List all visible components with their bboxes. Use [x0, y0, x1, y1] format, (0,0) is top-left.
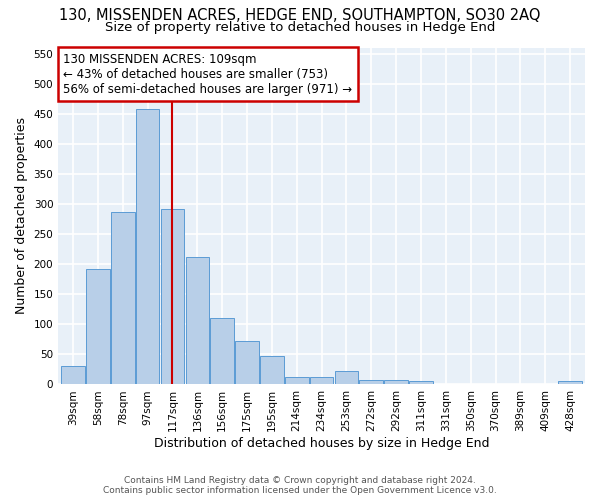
Y-axis label: Number of detached properties: Number of detached properties	[15, 118, 28, 314]
Bar	[310, 376, 334, 384]
Bar	[260, 356, 284, 384]
Bar	[235, 340, 259, 384]
Bar	[285, 376, 308, 384]
Text: 130, MISSENDEN ACRES, HEDGE END, SOUTHAMPTON, SO30 2AQ: 130, MISSENDEN ACRES, HEDGE END, SOUTHAM…	[59, 8, 541, 22]
Bar	[211, 318, 234, 384]
Text: Contains HM Land Registry data © Crown copyright and database right 2024.
Contai: Contains HM Land Registry data © Crown c…	[103, 476, 497, 495]
Bar	[185, 257, 209, 384]
Bar	[61, 366, 85, 384]
Text: Size of property relative to detached houses in Hedge End: Size of property relative to detached ho…	[105, 21, 495, 34]
X-axis label: Distribution of detached houses by size in Hedge End: Distribution of detached houses by size …	[154, 437, 490, 450]
Text: 130 MISSENDEN ACRES: 109sqm
← 43% of detached houses are smaller (753)
56% of se: 130 MISSENDEN ACRES: 109sqm ← 43% of det…	[64, 52, 353, 96]
Bar	[136, 110, 160, 384]
Bar	[86, 269, 110, 384]
Bar	[359, 380, 383, 384]
Bar	[385, 380, 408, 384]
Bar	[335, 371, 358, 384]
Bar	[409, 382, 433, 384]
Bar	[111, 212, 134, 384]
Bar	[161, 209, 184, 384]
Bar	[558, 382, 582, 384]
